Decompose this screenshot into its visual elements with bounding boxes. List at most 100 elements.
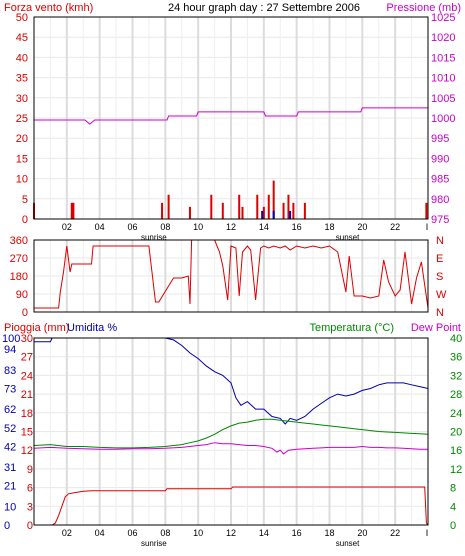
x-tick-label: 18 (324, 528, 334, 538)
direction-tick-label: 270 (10, 253, 28, 265)
wind-bar (221, 202, 224, 219)
x-tick-label: 22 (390, 222, 400, 232)
compass-tick-label: N (436, 307, 444, 319)
x-tick-label: I (426, 222, 429, 232)
wind-bar (287, 194, 290, 219)
x-tick-label: 06 (127, 222, 137, 232)
wind-bar (262, 206, 265, 219)
wind-direction-panel: 0 N 90 W 180 S 270 E 360 N (10, 235, 447, 319)
humidity-tick-label: 31 (4, 462, 16, 474)
wind-tick-label: 25 (16, 113, 28, 125)
rain-humidity-temp-ticks: 0481216202428323640010213142526273839410… (2, 333, 462, 548)
wind-direction-line (34, 239, 429, 309)
wind-bar (292, 202, 295, 219)
temperature-tick-label: 36 (450, 352, 462, 364)
x-tick-label: I (426, 528, 429, 538)
wind-tick-label: 45 (16, 32, 28, 44)
temperature-tick-label: 20 (450, 427, 462, 439)
wind-tick-label: 20 (16, 133, 28, 145)
pressure-tick-label: 1020 (431, 32, 455, 44)
rain-tick-label: 15 (21, 427, 33, 439)
rain-humidity-temp-panel: Pioggia (mm) Umidita % Temperatura (°C) … (2, 322, 462, 548)
pressure-axis-label: Pressione (mb) (386, 2, 461, 14)
wind-direction-ticks: 0 N 90 W 180 S 270 E 360 N (10, 235, 447, 319)
rain-tick-label: 9 (27, 464, 33, 476)
wind-bar (272, 180, 275, 219)
wind-bar (167, 194, 170, 219)
wind-tick-label: 35 (16, 73, 28, 85)
wind-bar (303, 202, 306, 219)
temperature-tick-label: 40 (450, 333, 462, 345)
pressure-tick-label: 975 (431, 214, 449, 226)
wind-axis-label: Forza vento (kmh) (4, 2, 93, 14)
temperature-tick-label: 12 (450, 464, 462, 476)
x-tick-label: 10 (193, 528, 203, 538)
wind-bar (70, 202, 73, 219)
humidity-tick-label: 42 (4, 441, 16, 453)
rain-tick-label: 12 (21, 445, 33, 457)
humidity-tick-label: 94 (4, 344, 16, 356)
x-tick-label: 08 (160, 528, 170, 538)
rain-line (34, 486, 429, 526)
chart-title: 24 hour graph day : 27 Settembre 2006 (168, 2, 360, 14)
pressure-tick-label: 990 (431, 153, 449, 165)
pressure-tick-label: 1025 (431, 12, 455, 24)
wind-bar (241, 206, 244, 219)
x-tick-label: 06 (127, 528, 137, 538)
wind-tick-label: 10 (16, 174, 28, 186)
wind-direction-series (34, 239, 429, 309)
x-tick-label: 20 (357, 222, 367, 232)
wind-bar (72, 202, 75, 219)
wind-direction-frame (33, 239, 429, 313)
rain-humidity-temp-frame (33, 337, 429, 526)
pressure-tick-label: 980 (431, 194, 449, 206)
wind-tick-label: 15 (16, 153, 28, 165)
compass-tick-label: S (436, 271, 443, 283)
humidity-tick-label: 52 (4, 423, 16, 435)
sun-label: sunrise (141, 539, 167, 548)
x-tick-label: 02 (62, 528, 72, 538)
wind-bar (261, 210, 264, 219)
pressure-tick-label: 1010 (431, 73, 455, 85)
temperature-tick-label: 8 (450, 483, 456, 495)
wind-pressure-ticks: 0510152025303540455097598098599099510001… (16, 12, 456, 242)
x-tick-label: 16 (292, 222, 302, 232)
pressure-tick-label: 985 (431, 174, 449, 186)
temperature-line (33, 418, 429, 449)
x-tick-label: 22 (390, 528, 400, 538)
humidity-tick-label: 10 (4, 501, 16, 513)
wind-bar (267, 194, 270, 219)
temperature-tick-label: 16 (450, 445, 462, 457)
pressure-tick-label: 1015 (431, 52, 455, 64)
wind-pressure-panel: Forza vento (kmh) 24 hour graph day : 27… (4, 2, 461, 242)
temperature-tick-label: 24 (450, 408, 462, 420)
rain-tick-label: 27 (21, 352, 33, 364)
wind-tick-label: 30 (16, 93, 28, 105)
wind-bar (282, 202, 285, 219)
sun-label: sunset (336, 233, 360, 242)
wind-pressure-grid (34, 17, 428, 219)
temperature-tick-label: 4 (450, 501, 456, 513)
x-tick-label: 16 (292, 528, 302, 538)
wind-bar (425, 202, 428, 219)
temperature-axis-label: Temperatura (°C) (310, 322, 394, 334)
x-tick-label: 10 (193, 222, 203, 232)
humidity-tick-label: 62 (4, 404, 16, 416)
sun-label: sunset (336, 539, 360, 548)
humidity-tick-label: 100 (2, 333, 20, 345)
dew-point-line (33, 442, 428, 455)
x-tick-label: 12 (226, 222, 236, 232)
rain-axis-label: Pioggia (mm) (4, 322, 69, 334)
direction-tick-label: 360 (10, 235, 28, 247)
temperature-tick-label: 0 (450, 520, 456, 532)
wind-bar (272, 210, 275, 219)
rain-tick-label: 6 (27, 483, 33, 495)
x-tick-label: 18 (324, 222, 334, 232)
x-tick-label: 14 (259, 528, 269, 538)
rain-tick-label: 0 (27, 520, 33, 532)
direction-tick-label: 180 (10, 271, 28, 283)
rain-tick-label: 24 (21, 370, 33, 382)
compass-tick-label: E (436, 253, 443, 265)
pressure-tick-label: 1005 (431, 93, 455, 105)
